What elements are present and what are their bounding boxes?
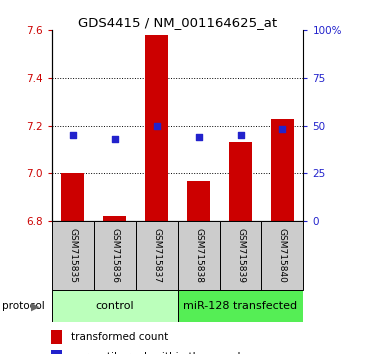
Text: percentile rank within the sample: percentile rank within the sample (71, 352, 247, 354)
Bar (51, 350, 62, 354)
Bar (94, 221, 136, 290)
Bar (103, 217, 126, 221)
Point (279, 127, 285, 132)
Text: miR-128 transfected: miR-128 transfected (184, 301, 297, 311)
Bar (61, 173, 84, 221)
Bar (262, 221, 303, 290)
Text: GSM715837: GSM715837 (152, 228, 161, 283)
Bar (52, 221, 94, 290)
Text: GSM715839: GSM715839 (236, 228, 245, 283)
Bar (52, 290, 178, 322)
Text: control: control (95, 301, 134, 311)
Bar (178, 221, 219, 290)
Bar (145, 35, 168, 221)
Text: GSM715840: GSM715840 (278, 228, 287, 283)
Point (112, 136, 118, 142)
Bar (229, 142, 252, 221)
Text: GSM715838: GSM715838 (194, 228, 203, 283)
Point (196, 134, 202, 140)
Bar (51, 330, 62, 343)
Bar (178, 290, 303, 322)
Bar (187, 181, 210, 221)
Text: ▶: ▶ (31, 301, 40, 311)
Point (154, 123, 159, 129)
Text: protocol: protocol (2, 301, 45, 311)
Text: transformed count: transformed count (71, 332, 169, 342)
Title: GDS4415 / NM_001164625_at: GDS4415 / NM_001164625_at (78, 16, 277, 29)
Bar (136, 221, 178, 290)
Text: GSM715835: GSM715835 (68, 228, 77, 283)
Point (70, 132, 76, 138)
Point (238, 132, 243, 138)
Text: GSM715836: GSM715836 (110, 228, 119, 283)
Bar (271, 119, 294, 221)
Bar (219, 221, 262, 290)
